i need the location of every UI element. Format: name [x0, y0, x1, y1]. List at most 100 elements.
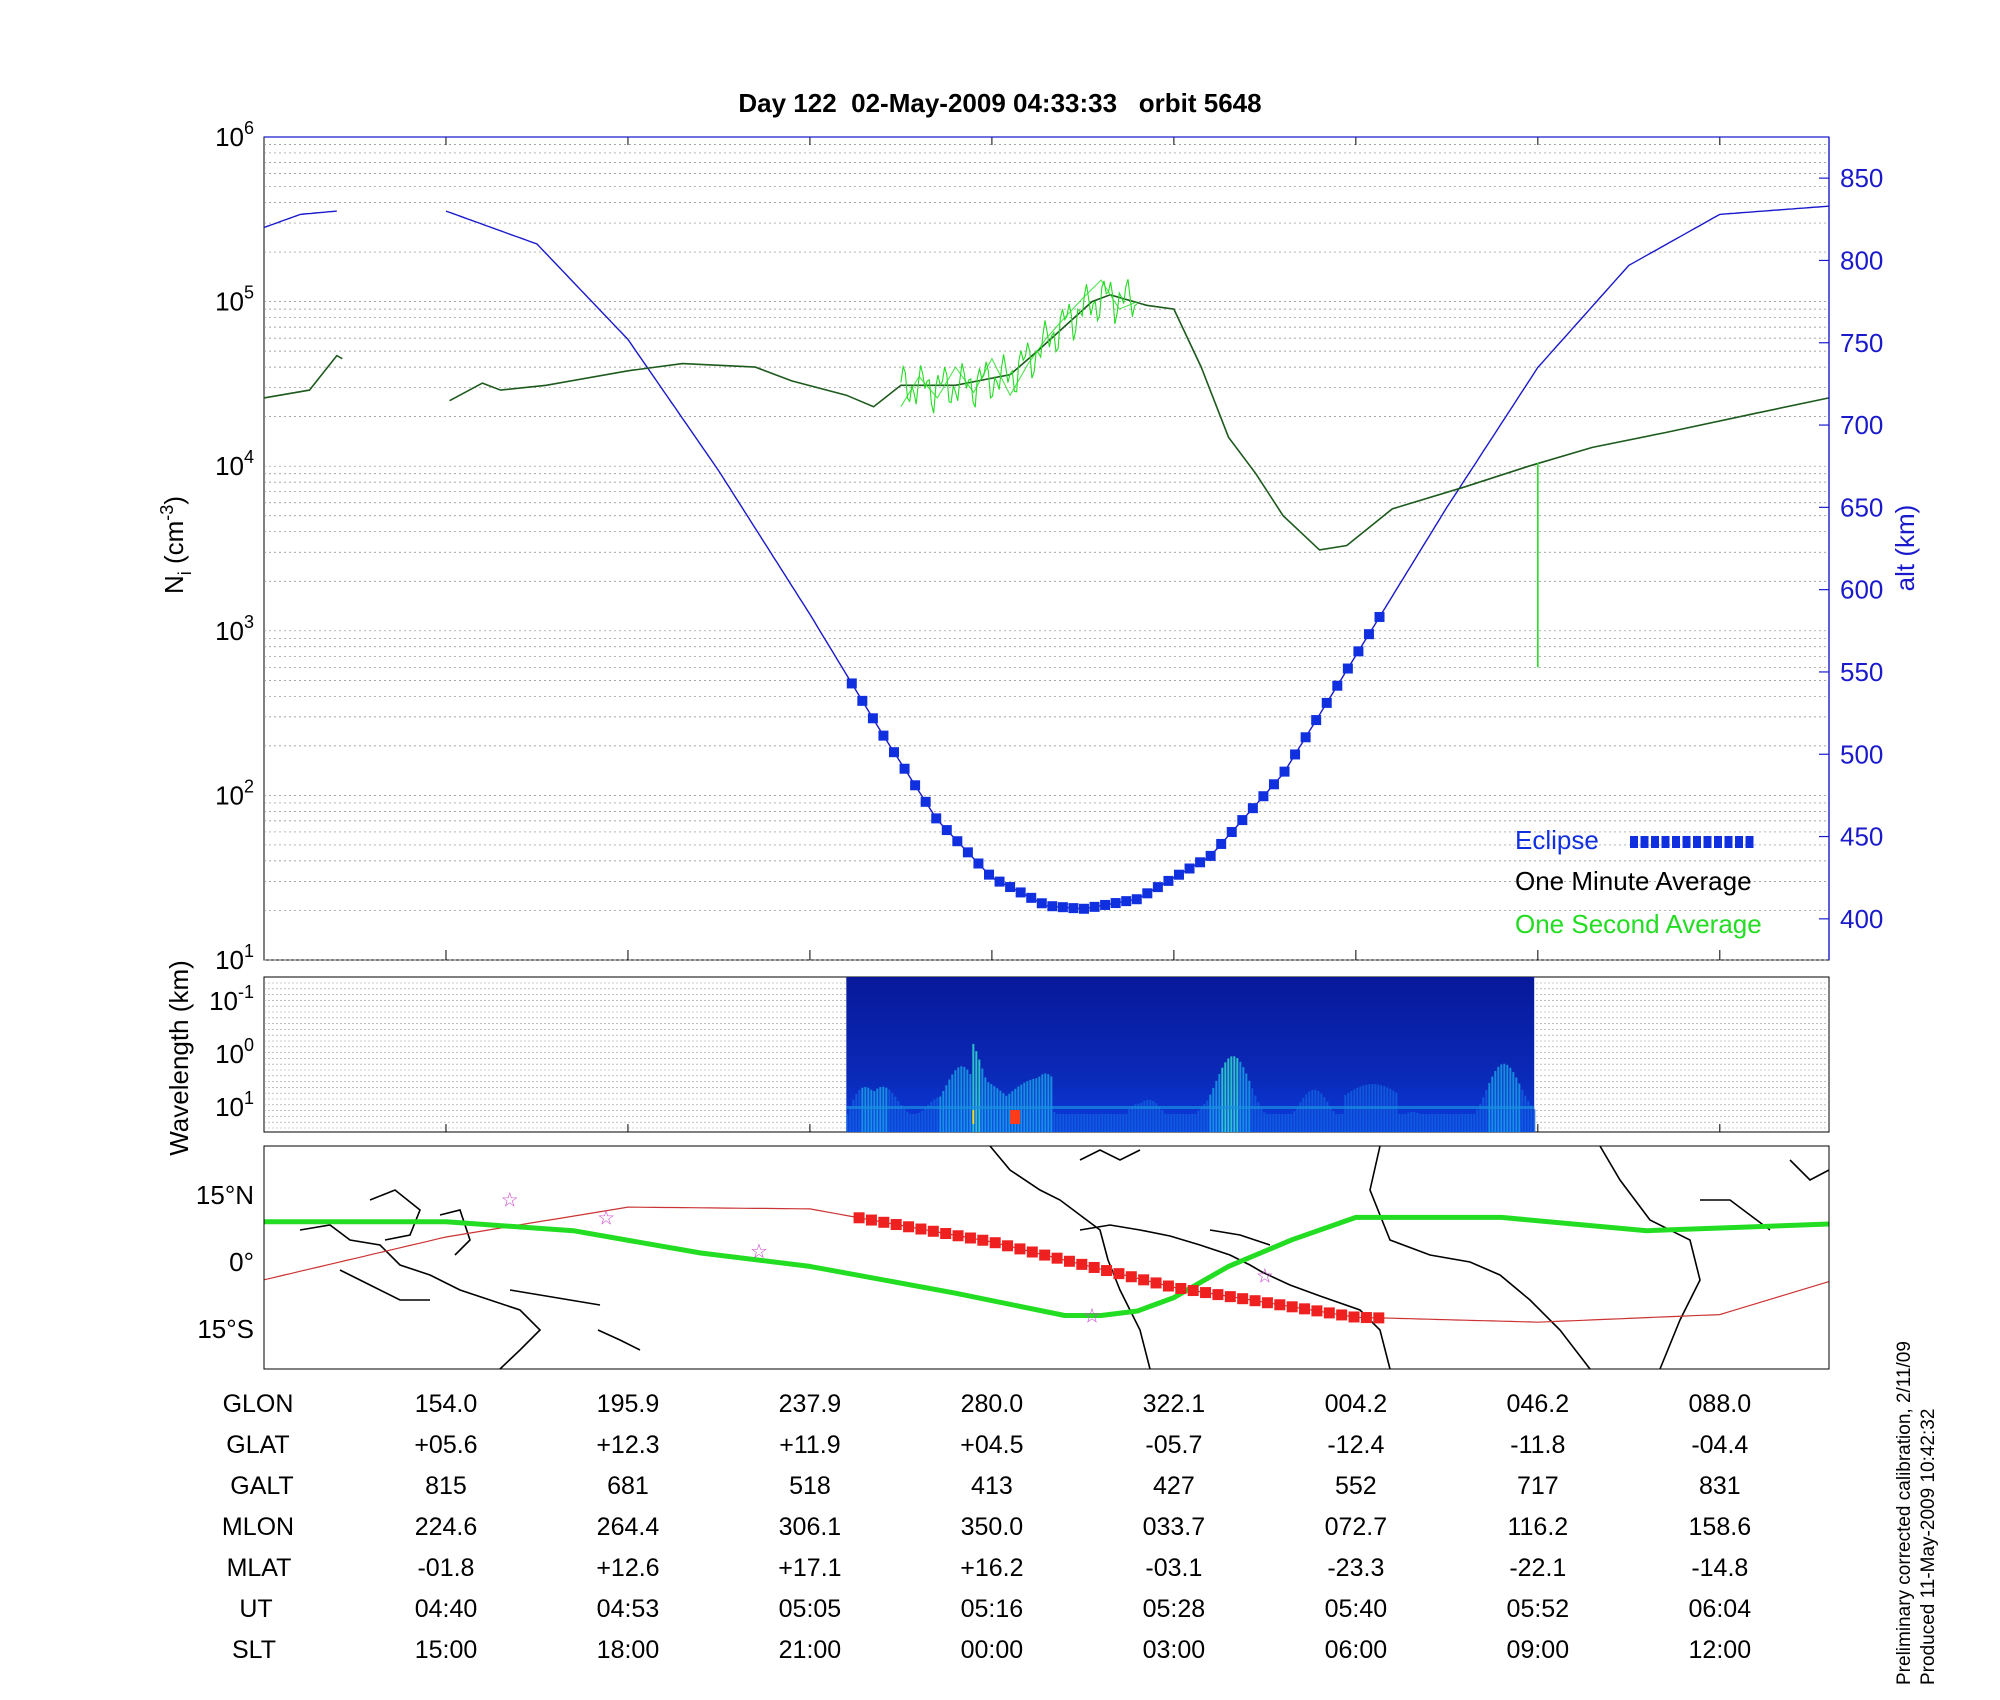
- spectrogram-column: [1479, 1103, 1482, 1132]
- y-tick-label: 10-1: [209, 982, 254, 1016]
- spectrogram-column: [864, 1086, 867, 1132]
- spectrogram-column: [993, 1086, 996, 1132]
- eclipse-marker: [1100, 899, 1111, 910]
- spectrogram-column: [1509, 1067, 1512, 1132]
- spectrogram-column: [855, 1094, 858, 1132]
- spectrogram-column: [1389, 1088, 1392, 1132]
- map-eclipse-marker: [1113, 1268, 1125, 1280]
- map-eclipse-marker: [1274, 1299, 1286, 1311]
- spectrogram-column: [1425, 1114, 1428, 1132]
- spectrogram-column: [1053, 1111, 1056, 1132]
- legend-eclipse-swatch: [1714, 836, 1722, 848]
- y-tick-label: 104: [215, 447, 254, 481]
- coastline: [1369, 1145, 1591, 1370]
- eclipse-marker: [1110, 898, 1121, 909]
- spectrogram-column: [1473, 1114, 1476, 1132]
- one-minute-line: [263, 354, 343, 399]
- y2-tick-label: 500: [1840, 739, 1883, 769]
- map-eclipse-marker: [1125, 1271, 1137, 1283]
- map-eclipse-marker: [1187, 1285, 1199, 1297]
- map-eclipse-marker: [1150, 1277, 1162, 1289]
- spectrogram-column: [978, 1059, 981, 1132]
- spectrogram-column: [1404, 1113, 1407, 1132]
- spectrogram-column: [1017, 1086, 1020, 1132]
- map-eclipse-marker: [1336, 1309, 1348, 1321]
- spectrogram-column: [999, 1090, 1002, 1132]
- spectrogram-column: [861, 1087, 864, 1132]
- right-y-ticks: 400 450 500 550 600 650 700 750 800 850: [1819, 163, 1883, 934]
- spectrogram-column: [1512, 1072, 1515, 1132]
- eclipse-marker: [1353, 646, 1364, 657]
- coastline: [1599, 1145, 1701, 1370]
- spectrogram-column: [1356, 1087, 1359, 1132]
- spectrogram-column: [1299, 1102, 1302, 1132]
- y2-tick-label: 400: [1840, 904, 1883, 934]
- spectrogram-column: [1173, 1114, 1176, 1132]
- spectrogram-column: [1344, 1094, 1347, 1132]
- spectrogram-column: [927, 1104, 930, 1132]
- spectrogram-column: [1122, 1114, 1125, 1132]
- map-eclipse-marker: [878, 1216, 890, 1228]
- spectrogram-column: [936, 1097, 939, 1132]
- spectrogram-column: [1032, 1078, 1035, 1132]
- spectrogram-column: [1266, 1114, 1269, 1132]
- spectrogram-column: [1305, 1094, 1308, 1132]
- spectrogram-column: [1179, 1114, 1182, 1132]
- eclipse-marker: [1205, 850, 1216, 861]
- eclipse-marker: [1247, 803, 1258, 814]
- spectrogram-column: [939, 1096, 942, 1132]
- spectrogram-column: [1410, 1111, 1413, 1132]
- map-eclipse-marker: [903, 1221, 915, 1233]
- spectrogram-column: [885, 1087, 888, 1132]
- spectrogram-column: [1530, 1105, 1533, 1132]
- spectrogram-column: [1434, 1114, 1437, 1132]
- map-eclipse-marker: [964, 1232, 976, 1244]
- spectrogram-column: [912, 1114, 915, 1132]
- spectrogram-column: [1149, 1099, 1152, 1132]
- spectrogram-column: [1461, 1114, 1464, 1132]
- legend-eclipse-swatch: [1693, 836, 1701, 848]
- spectrogram-column: [888, 1089, 891, 1132]
- spectrogram-column: [1431, 1114, 1434, 1132]
- spectrogram-column: [1239, 1061, 1242, 1132]
- spectrogram-column: [1398, 1114, 1401, 1132]
- spectrogram-column: [1041, 1074, 1044, 1132]
- eclipse-marker: [1321, 697, 1332, 708]
- eclipse-marker: [1015, 887, 1026, 898]
- map-eclipse-marker: [915, 1223, 927, 1235]
- spectrogram-column: [963, 1066, 966, 1132]
- eclipse-marker: [1268, 779, 1279, 790]
- legend-eclipse-swatch: [1672, 836, 1680, 848]
- spectrogram-column: [1533, 1109, 1536, 1132]
- y-tick-label: 101: [215, 941, 254, 975]
- legend-eclipse-swatch: [1724, 836, 1733, 848]
- spectrogram-column: [1125, 1113, 1128, 1132]
- eclipse-marker: [1216, 838, 1227, 849]
- spectrogram-column: [918, 1112, 921, 1132]
- spectrogram-column: [1101, 1114, 1104, 1132]
- spectrogram-y-ticks: 10-1 100 101: [209, 982, 254, 1122]
- spectrogram-column: [1113, 1114, 1116, 1132]
- coastline: [597, 1329, 641, 1351]
- spectrogram-column: [1482, 1097, 1485, 1132]
- star-markers: ☆ ☆ ☆ ☆ ☆: [501, 1190, 1274, 1328]
- spectrogram-column: [1278, 1114, 1281, 1132]
- eclipse-marker: [983, 869, 994, 880]
- spectrogram-column: [1158, 1106, 1161, 1132]
- spectrogram-column: [867, 1087, 870, 1132]
- eclipse-marker: [1173, 869, 1184, 880]
- map-eclipse-marker: [1101, 1265, 1113, 1277]
- spectrogram-column: [900, 1105, 903, 1132]
- spectrogram-image: [846, 977, 1536, 1132]
- spectrogram-column: [1068, 1114, 1071, 1132]
- spectrogram-column: [882, 1086, 885, 1132]
- legend-label: One Second Average: [1515, 909, 1762, 939]
- spectrogram-column: [1314, 1089, 1317, 1132]
- legend-eclipse-swatch: [1630, 836, 1638, 848]
- spectrogram-column: [1446, 1114, 1449, 1132]
- eclipse-marker: [994, 876, 1005, 887]
- spectrogram-column: [1416, 1112, 1419, 1132]
- spectrogram-column: [1437, 1114, 1440, 1132]
- spectrogram-column: [1059, 1114, 1062, 1132]
- coastline: [1700, 1199, 1771, 1231]
